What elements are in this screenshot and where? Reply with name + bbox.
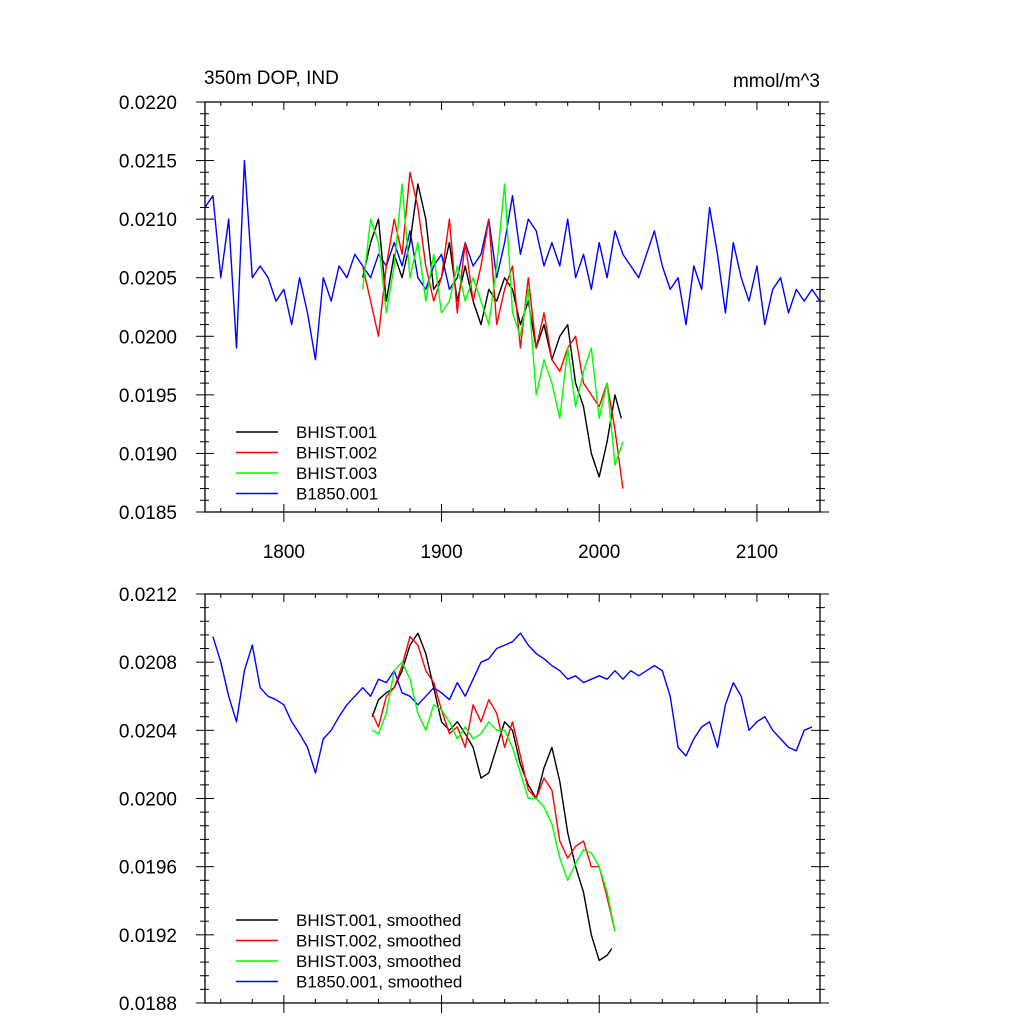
y-tick-label: 0.0215 bbox=[119, 152, 177, 173]
series-line-b1850-001 bbox=[204, 159, 821, 361]
y-tick-label: 0.0212 bbox=[119, 585, 177, 606]
series-line-bhist-003 bbox=[362, 183, 624, 466]
y-tick-label: 0.0195 bbox=[119, 386, 177, 407]
bottom-panel: 0.0188 0.0192 0.0196 0.0200 0.0204 0.0208 0.02… bbox=[119, 585, 829, 1015]
y-tick-label: 0.0188 bbox=[119, 994, 177, 1015]
top-panel-series bbox=[204, 159, 821, 489]
series-line-bhist-002-smoothed bbox=[371, 635, 616, 932]
legend-entry: BHIST.002, smoothed bbox=[296, 932, 461, 951]
legend-entry: BHIST.003 bbox=[296, 464, 377, 483]
y-tick-label: 0.0196 bbox=[119, 858, 177, 879]
chart-units-label: mmol/m^3 bbox=[733, 71, 820, 92]
y-tick-label: 0.0204 bbox=[119, 721, 178, 742]
top-panel-frame bbox=[204, 101, 821, 513]
legend-entry: BHIST.001, smoothed bbox=[296, 911, 461, 930]
bottom-panel-axes: 0.0188 0.0192 0.0196 0.0200 0.0204 0.0208 0.02… bbox=[119, 585, 829, 1015]
y-tick-label: 0.0190 bbox=[119, 444, 177, 465]
y-tick-label: 0.0200 bbox=[119, 790, 177, 811]
x-tick-label: 1900 bbox=[420, 542, 462, 563]
series-line-b1850-001-smoothed bbox=[212, 632, 813, 774]
y-tick-label: 0.0185 bbox=[119, 503, 177, 524]
bottom-panel-frame bbox=[204, 593, 821, 1004]
legend-entry: B1850.001 bbox=[296, 485, 378, 504]
series-line-bhist-002 bbox=[362, 171, 624, 489]
legend-entry: BHIST.002 bbox=[296, 444, 377, 463]
legend-entry: BHIST.003, smoothed bbox=[296, 952, 461, 971]
y-tick-label: 0.0200 bbox=[119, 327, 177, 348]
chart-title: 350m DOP, IND bbox=[204, 68, 339, 89]
series-line-bhist-001-smoothed bbox=[371, 632, 613, 962]
top-panel: 350m DOP, IND mmol/m^3 1800 1900 2000 2100 0… bbox=[119, 68, 829, 563]
y-tick-label: 0.0210 bbox=[119, 210, 177, 231]
y-tick-label: 0.0220 bbox=[119, 93, 177, 114]
legend-entry: B1850.001, smoothed bbox=[296, 973, 462, 992]
y-tick-label: 0.0208 bbox=[119, 653, 177, 674]
legend-entry: BHIST.001 bbox=[296, 423, 377, 442]
bottom-panel-legend: BHIST.001, smoothed BHIST.002, smoothedBH… bbox=[236, 911, 462, 992]
top-panel-axes: 1800 1900 2000 2100 0.0185 0.0190 0.0195 0.0200… bbox=[119, 93, 829, 563]
x-tick-label: 1800 bbox=[263, 542, 305, 563]
bottom-panel-series bbox=[212, 632, 813, 962]
y-tick-label: 0.0205 bbox=[119, 269, 177, 290]
x-tick-label: 2100 bbox=[736, 542, 778, 563]
x-tick-label: 2000 bbox=[578, 542, 620, 563]
y-tick-label: 0.0192 bbox=[119, 926, 177, 947]
series-line-bhist-003-smoothed bbox=[371, 661, 616, 932]
